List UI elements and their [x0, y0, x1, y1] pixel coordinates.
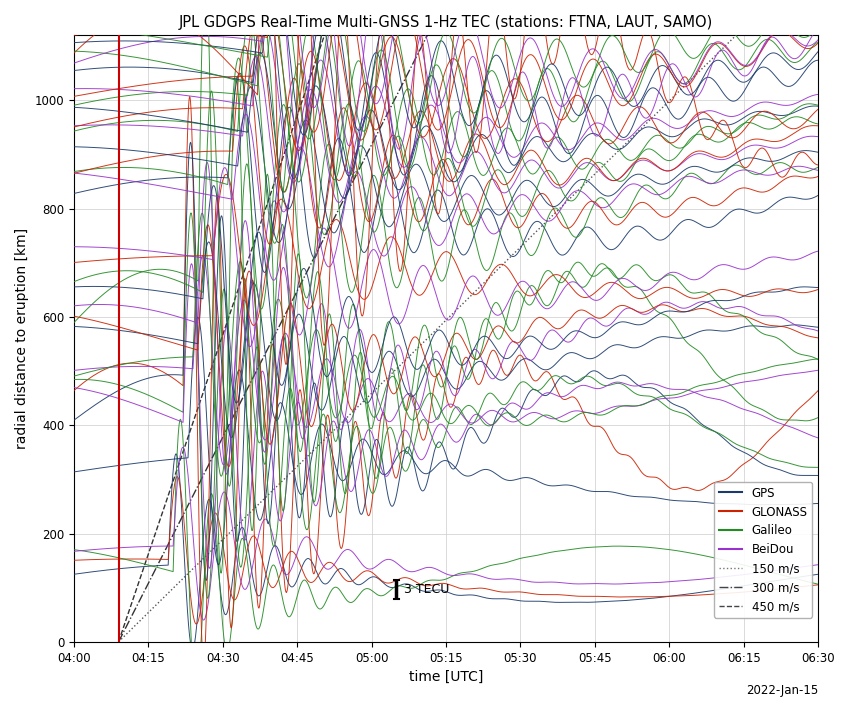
Text: 2022-Jan-15: 2022-Jan-15 [746, 685, 819, 697]
Legend: GPS, GLONASS, Galileo, BeiDou, 150 m/s, 300 m/s, 450 m/s: GPS, GLONASS, Galileo, BeiDou, 150 m/s, … [714, 482, 813, 618]
Text: 3 TECU: 3 TECU [404, 583, 450, 595]
Title: JPL GDGPS Real-Time Multi-GNSS 1-Hz TEC (stations: FTNA, LAUT, SAMO): JPL GDGPS Real-Time Multi-GNSS 1-Hz TEC … [178, 15, 713, 30]
Y-axis label: radial distance to eruption [km]: radial distance to eruption [km] [15, 228, 29, 449]
X-axis label: time [UTC]: time [UTC] [409, 670, 484, 684]
